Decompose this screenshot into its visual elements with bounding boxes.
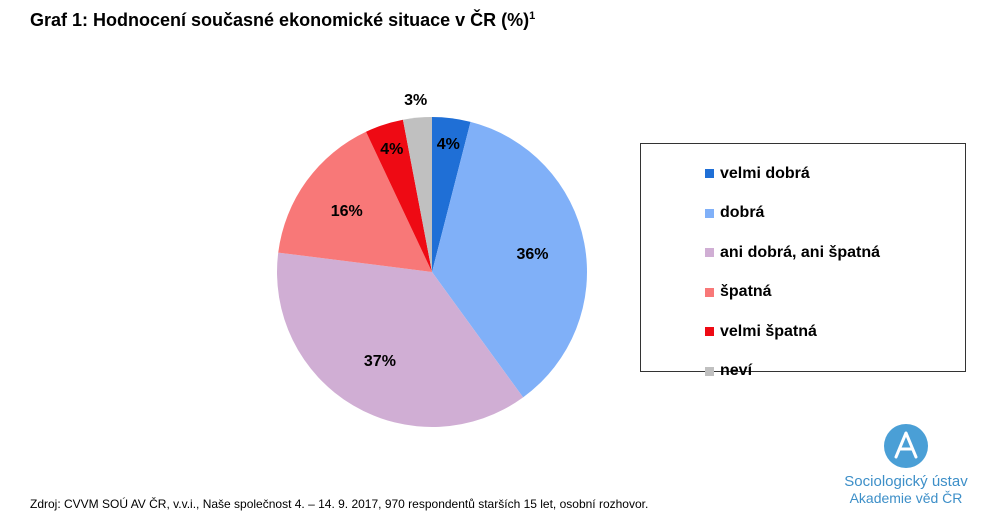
pie-slice--patn-: [278, 131, 432, 272]
institute-logo: Sociologický ústav Akademie věd ČR: [836, 424, 976, 508]
slice-label: 4%: [380, 141, 403, 158]
logo-line-2: Akademie věd ČR: [849, 490, 963, 506]
source-note: Zdroj: CVVM SOÚ AV ČR, v.v.i., Naše spol…: [30, 497, 649, 511]
chart-title-text: Graf 1: Hodnocení současné ekonomické si…: [30, 10, 530, 30]
slice-label: 3%: [404, 92, 427, 109]
legend-item: špatná: [705, 273, 965, 313]
institute-a-logo-icon: [884, 424, 928, 468]
pie-slice-velmi-patn-: [366, 119, 432, 272]
legend-item: ani dobrá, ani špatná: [705, 233, 965, 273]
legend-label: špatná: [720, 283, 772, 301]
slice-label: 4%: [437, 136, 460, 153]
pie-slice-velmi-dobr-: [432, 117, 471, 272]
chart-legend: velmi dobrá dobrá ani dobrá, ani špatná špa…: [640, 143, 966, 379]
footnote-mark: 1: [529, 10, 536, 22]
slice-label: 36%: [516, 246, 548, 263]
pie-slice-ani-dobr-ani-patn-: [277, 252, 524, 427]
legend-swatch: [705, 248, 714, 258]
pie-slice-nev-: [402, 117, 432, 272]
legend-item: velmi dobrá: [705, 154, 965, 194]
legend-item: neví: [705, 352, 965, 392]
legend-label: velmi dobrá: [720, 164, 810, 182]
legend-item: dobrá: [705, 194, 965, 234]
slice-label: 37%: [364, 353, 396, 370]
legend-item: velmi špatná: [705, 312, 965, 352]
pie-slice-dobr-: [432, 121, 587, 398]
legend-label: ani dobrá, ani špatná: [720, 243, 881, 261]
logo-line-1: Sociologický ústav: [844, 473, 968, 490]
legend-label: velmi špatná: [720, 322, 817, 340]
legend-swatch: [705, 327, 714, 337]
slice-label: 16%: [331, 203, 363, 220]
legend-label: neví: [720, 362, 753, 380]
legend-swatch: [705, 287, 714, 297]
legend-swatch: [705, 169, 714, 179]
legend-swatch: [705, 208, 714, 218]
legend-label: dobrá: [720, 204, 765, 222]
legend-swatch: [705, 366, 714, 376]
chart-title: Graf 1: Hodnocení současné ekonomické si…: [30, 10, 535, 31]
